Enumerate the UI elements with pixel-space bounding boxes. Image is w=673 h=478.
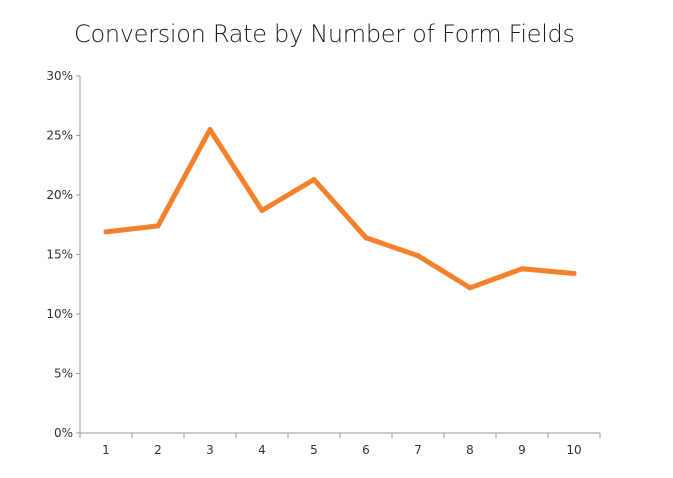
y-tick-label: 20%: [46, 188, 73, 202]
chart-series: [103, 127, 577, 291]
data-point: [311, 177, 317, 183]
x-axis-ticks: 1 2 3 4 5 6 7 8 9 10: [79, 433, 601, 457]
y-axis-ticks: 0% 5% 10% 15% 20% 25% 30%: [46, 69, 80, 440]
y-tick-label: 30%: [46, 69, 73, 83]
x-tick-label: 3: [206, 443, 214, 457]
y-tick-label: 0%: [54, 426, 73, 440]
data-point: [519, 266, 525, 272]
data-point: [415, 253, 421, 259]
y-tick-label: 15%: [46, 248, 73, 262]
x-tick-label: 5: [310, 443, 318, 457]
x-tick-label: 4: [258, 443, 266, 457]
y-tick-label: 25%: [46, 129, 73, 143]
data-point: [207, 127, 213, 133]
x-tick-label: 8: [466, 443, 474, 457]
data-point: [259, 207, 265, 213]
data-point: [467, 285, 473, 291]
x-tick-label: 7: [414, 443, 422, 457]
x-tick-label: 6: [362, 443, 370, 457]
data-point: [363, 235, 369, 241]
data-point: [155, 223, 161, 229]
chart-title: Conversion Rate by Number of Form Fields: [74, 20, 575, 48]
x-tick-label: 1: [102, 443, 110, 457]
data-point: [571, 271, 577, 277]
series-line: [103, 127, 577, 291]
y-tick-label: 5%: [54, 367, 73, 381]
x-tick-label: 9: [518, 443, 526, 457]
x-tick-label: 10: [566, 443, 581, 457]
chart-axes: [79, 76, 600, 434]
data-point: [103, 229, 109, 235]
y-tick-label: 10%: [46, 307, 73, 321]
x-tick-label: 2: [154, 443, 162, 457]
